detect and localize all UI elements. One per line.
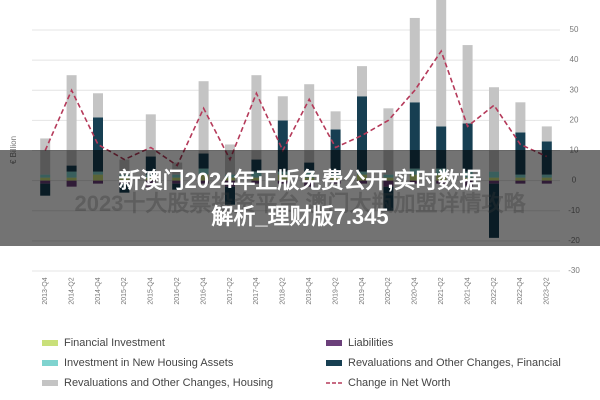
banner [0,150,600,246]
bar [357,96,367,172]
x-tick-label: 2017-Q2 [227,277,234,304]
bar [409,17,420,103]
legend-swatch [326,340,342,346]
bar [251,75,262,160]
bar [357,66,367,97]
banner-title: 解析_理财版7.345 [211,204,388,229]
x-tick-label: 2013-Q4 [42,277,49,304]
bar [436,0,447,127]
x-tick-label: 2018-Q4 [306,277,313,304]
legend-label: Investment in New Housing Assets [64,357,234,369]
x-tick-label: 2015-Q2 [121,277,128,304]
legend-swatch [42,360,58,366]
x-tick-label: 2016-Q4 [200,277,207,304]
bar [541,126,552,142]
bar [277,120,288,172]
x-tick-label: 2016-Q2 [174,277,181,304]
bar [489,87,499,172]
bar [383,108,394,175]
bar [462,45,473,124]
x-tick-label: 2020-Q4 [412,277,419,304]
bar [198,81,209,154]
x-tick-label: 2022-Q2 [491,277,498,304]
bar [277,96,288,121]
x-tick-label: 2018-Q2 [280,277,287,304]
bar [304,84,315,163]
legend-label: Revaluations and Other Changes, Financia… [348,357,561,369]
y-tick-label: -30 [568,266,580,275]
legend-label: Financial Investment [64,337,165,349]
legend-swatch [42,340,58,346]
x-tick-label: 2014-Q2 [68,277,75,304]
y-tick-label: 30 [570,85,579,94]
x-tick-label: 2019-Q4 [359,277,366,304]
x-tick-label: 2017-Q4 [253,277,260,304]
legend-swatch [326,360,342,366]
legend-label: Change in Net Worth [348,377,451,389]
bar [93,93,103,118]
bar [93,117,103,172]
legend-label: Revaluations and Other Changes, Housing [64,377,273,389]
y-tick-label: 50 [570,25,579,34]
y-tick-label: 40 [570,55,579,64]
legend-swatch [42,380,58,386]
x-tick-label: 2015-Q4 [148,277,155,304]
x-tick-label: 2014-Q4 [95,277,102,304]
bar [409,102,420,169]
bar [66,75,77,166]
bar [330,111,341,130]
x-tick-label: 2021-Q2 [438,277,445,304]
banner-title: 新澳门2024年正版免费公开,实时数据 [118,168,481,193]
bar [515,102,526,133]
bar [145,114,156,157]
y-tick-label: 20 [570,115,579,124]
bar [462,123,473,172]
legend-label: Liabilities [348,337,394,349]
x-tick-label: 2019-Q2 [332,277,339,304]
x-tick-label: 2023-Q2 [544,277,551,304]
x-tick-label: 2021-Q4 [464,277,471,304]
bar [436,126,447,169]
x-tick-label: 2022-Q4 [517,277,524,304]
x-tick-label: 2020-Q2 [385,277,392,304]
